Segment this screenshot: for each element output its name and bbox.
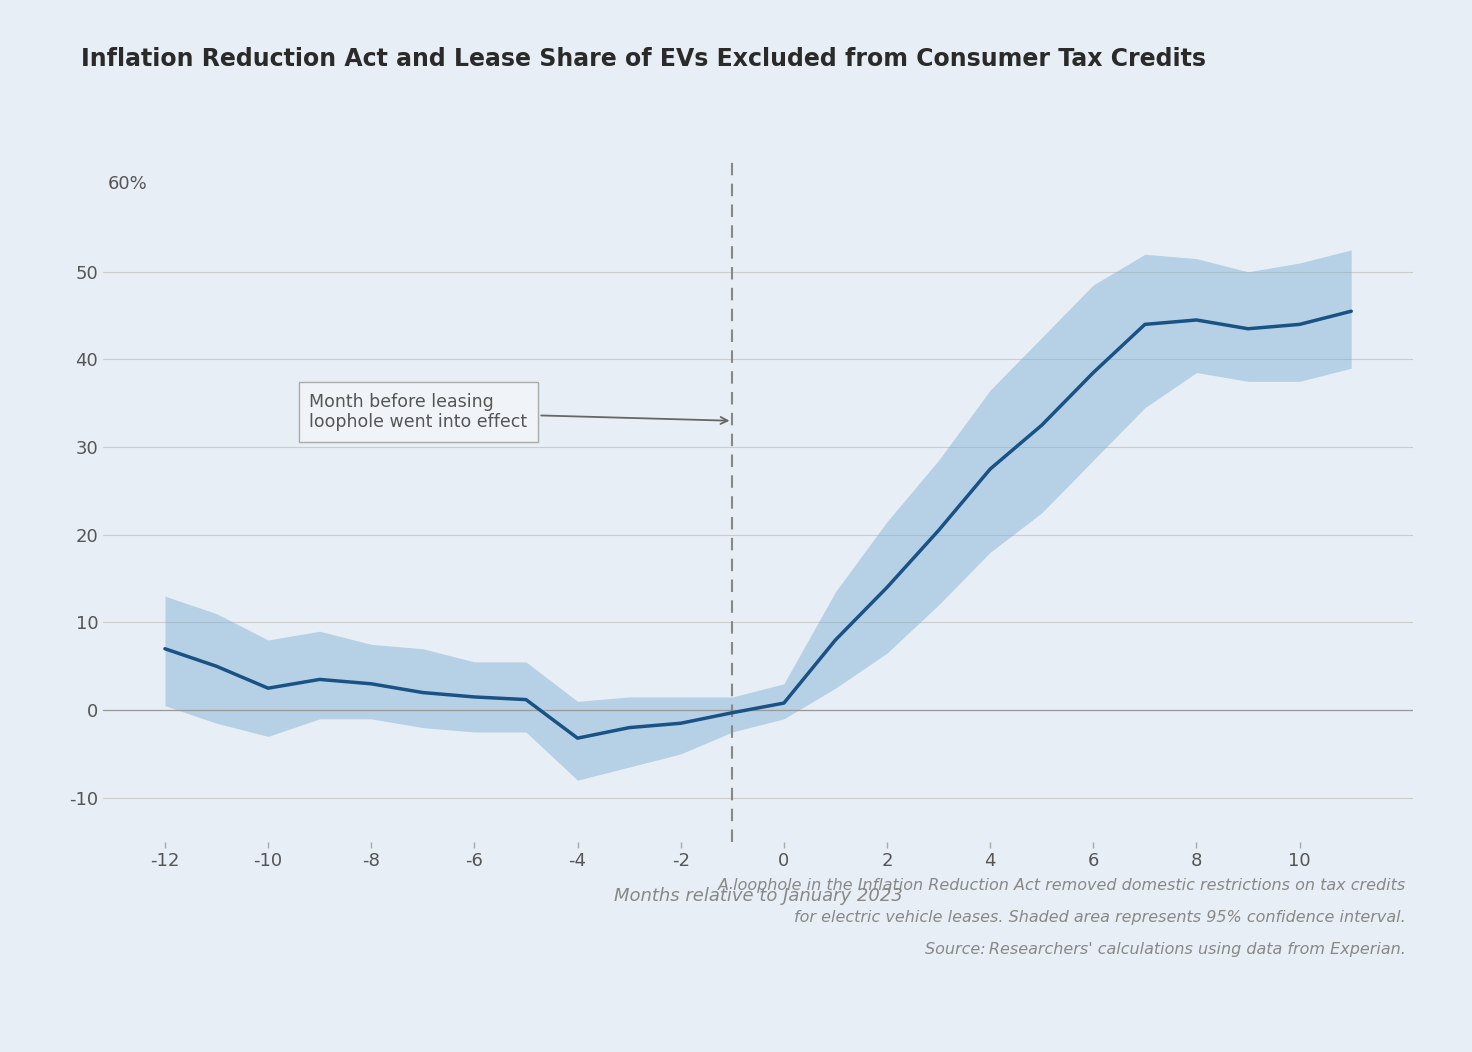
Text: Month before leasing
loophole went into effect: Month before leasing loophole went into …: [309, 392, 727, 431]
Text: Source: Researchers' calculations using data from Experian.: Source: Researchers' calculations using …: [924, 942, 1406, 956]
Text: 60%: 60%: [109, 175, 149, 194]
X-axis label: Months relative to January 2023: Months relative to January 2023: [614, 887, 902, 905]
Text: Inflation Reduction Act and Lease Share of EVs Excluded from Consumer Tax Credit: Inflation Reduction Act and Lease Share …: [81, 47, 1206, 72]
Text: for electric vehicle leases. Shaded area represents 95% confidence interval.: for electric vehicle leases. Shaded area…: [793, 910, 1406, 925]
Text: A loophole in the Inflation Reduction Act removed domestic restrictions on tax c: A loophole in the Inflation Reduction Ac…: [717, 878, 1406, 893]
